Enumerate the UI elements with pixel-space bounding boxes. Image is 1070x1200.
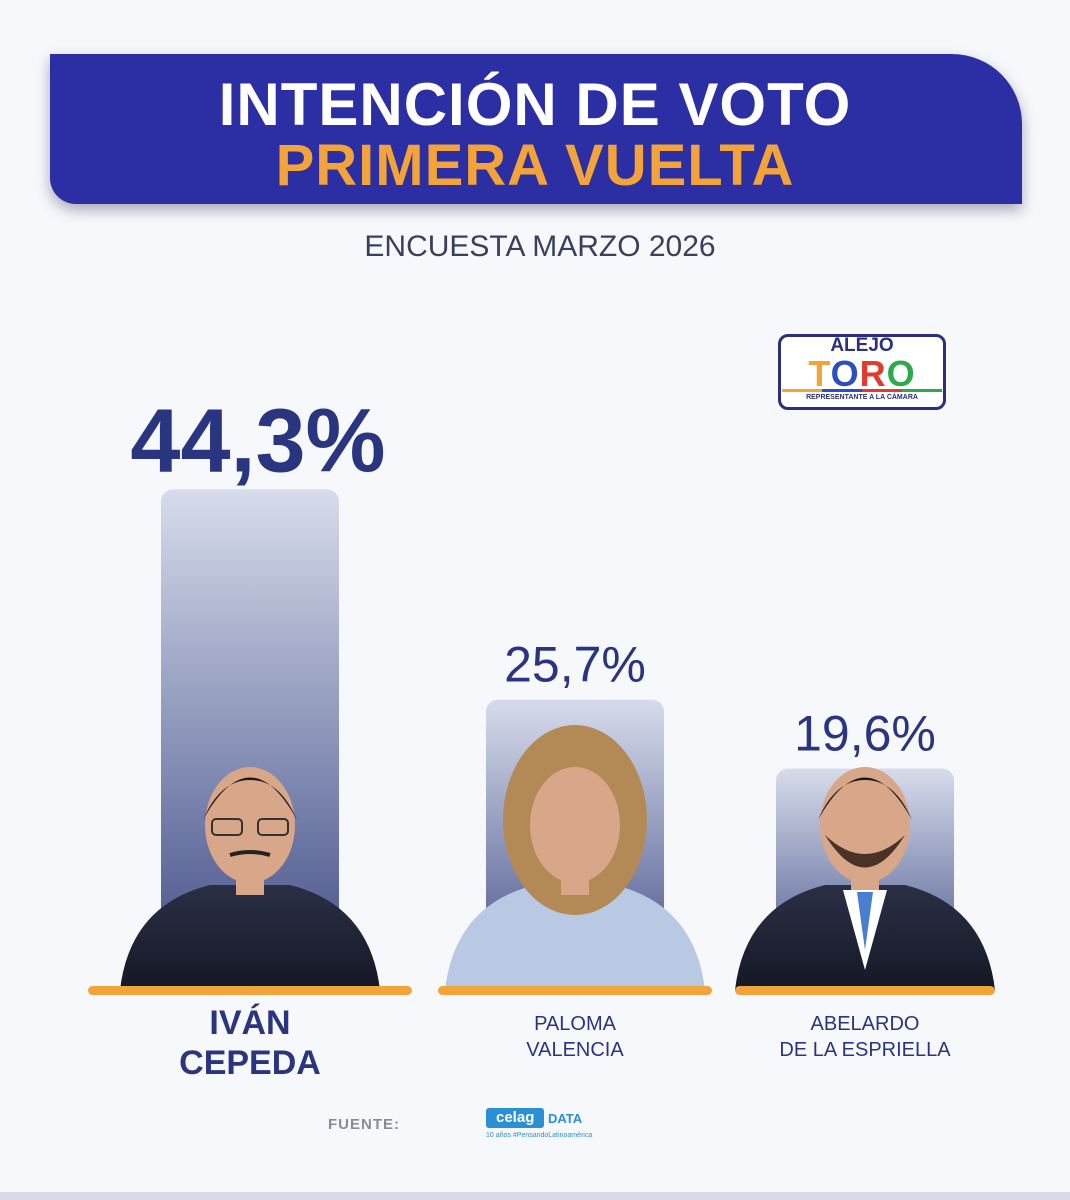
logo-letter: O: [886, 353, 916, 394]
bar-base: [438, 986, 712, 995]
celag-logo-text: celag: [496, 1109, 535, 1126]
logo-stripe: [902, 389, 942, 392]
value-label: 19,6%: [794, 706, 936, 762]
logo-letter: O: [830, 353, 860, 394]
logo-stripe: [822, 389, 862, 392]
title-line-1: INTENCIÓN DE VOTO: [218, 71, 852, 138]
category-label: PALOMA: [534, 1013, 617, 1035]
candidate-photo: [445, 725, 705, 990]
logo-subtitle: REPRESENTANTE A LA CÁMARA: [806, 394, 918, 401]
bar: [161, 489, 339, 994]
bar-base: [735, 986, 995, 995]
bottom-border: [0, 1192, 1070, 1200]
category-label: IVÁN: [209, 1004, 290, 1042]
title-banner: [50, 54, 1022, 204]
logo-stripe: [782, 389, 822, 392]
category-label: DE LA ESPRIELLA: [779, 1039, 951, 1061]
title-line-2: PRIMERA VUELTA: [275, 133, 795, 198]
category-label: VALENCIA: [526, 1039, 624, 1061]
logo-letter: R: [859, 353, 887, 394]
alejo-toro-logo: ALEJO TORO REPRESENTANTE A LA CÁMARA: [778, 334, 946, 410]
logo-letter: T: [808, 353, 831, 394]
category-label: ABELARDO: [811, 1013, 920, 1035]
value-label: 25,7%: [504, 637, 646, 693]
candidate-photo: [120, 767, 380, 990]
source-label: FUENTE:: [328, 1116, 400, 1133]
logo-stripe: [862, 389, 902, 392]
subtitle: ENCUESTA MARZO 2026: [364, 230, 716, 263]
candidate-photo: [735, 767, 995, 990]
category-label: CEPEDA: [179, 1044, 321, 1082]
celag-logo-data: DATA: [548, 1111, 583, 1126]
celag-tagline: 10 años #PensandoLatinoamérica: [486, 1132, 593, 1139]
bar-base: [88, 986, 412, 995]
logo-main-text: TORO: [781, 353, 943, 395]
value-label: 44,3%: [130, 391, 385, 491]
celag-logo: celag DATA 10 años #PensandoLatinoaméric…: [486, 1108, 606, 1144]
celag-logo-box: celag: [486, 1108, 544, 1128]
logo-top-text: ALEJO: [830, 335, 894, 356]
